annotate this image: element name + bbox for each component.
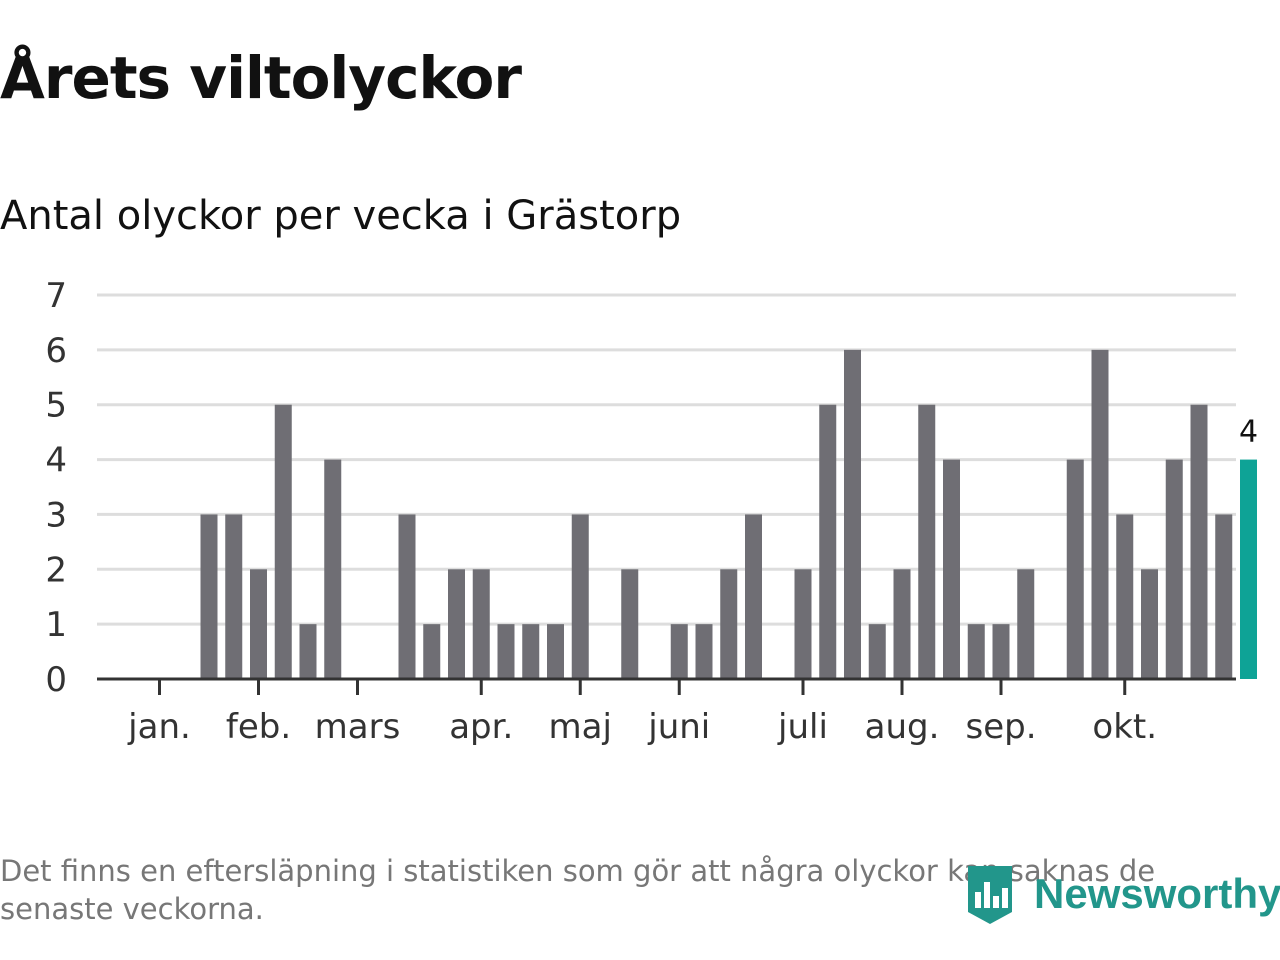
y-tick-label: 0 [45, 660, 67, 700]
bar [893, 569, 911, 679]
bar [448, 569, 465, 679]
bar [472, 569, 490, 679]
bar [1116, 514, 1134, 679]
bar [794, 569, 812, 679]
bar [299, 624, 317, 679]
x-tick-label: juli [777, 707, 828, 747]
bar [423, 624, 441, 679]
newsworthy-logo[interactable]: Newsworthy [964, 862, 1280, 926]
x-tick-label: mars [315, 707, 401, 747]
y-tick-label: 4 [45, 441, 67, 481]
x-tick-label: sep. [965, 707, 1036, 747]
x-tick-label: jan. [127, 707, 191, 747]
y-tick-label: 3 [45, 495, 67, 535]
last-value-label: 4 [1239, 415, 1258, 450]
logo-text: Newsworthy [1034, 870, 1280, 917]
bar [943, 459, 960, 679]
y-tick-label: 2 [45, 550, 67, 590]
y-tick-label: 7 [45, 276, 67, 316]
x-tick-label: juni [647, 707, 710, 747]
bar [1190, 404, 1208, 679]
y-tick-label: 6 [45, 331, 67, 371]
x-tick-label: apr. [449, 707, 513, 747]
gridlines [97, 293, 1236, 626]
bar [1017, 569, 1035, 679]
x-tick-label: aug. [865, 707, 940, 747]
bar [571, 514, 589, 679]
x-tick-label: okt. [1092, 707, 1157, 747]
x-tick-label: maj [549, 707, 612, 747]
bar [844, 349, 861, 679]
newsworthy-bar-chart-icon [968, 866, 1012, 924]
bar [670, 624, 688, 679]
data-labels: 4 [1239, 415, 1258, 450]
bar [720, 569, 738, 679]
bar [621, 569, 639, 679]
chart-subtitle: Antal olyckor per vecka i Grästorp [0, 193, 682, 239]
bar [967, 624, 985, 679]
bar-highlight [1240, 459, 1257, 679]
y-tick-label: 1 [45, 605, 67, 645]
bar [992, 624, 1010, 679]
bar [819, 404, 837, 679]
x-tick-label: feb. [226, 707, 291, 747]
bar [1141, 569, 1158, 679]
bar [918, 404, 936, 679]
bar [1165, 459, 1183, 679]
bar [1215, 514, 1233, 679]
x-axis-ticks: jan. feb. mars apr. maj juni juli aug. sep. okt. [127, 679, 1157, 747]
bar [522, 624, 540, 679]
bar [695, 624, 713, 679]
bar [547, 624, 564, 679]
bar [324, 459, 342, 679]
bar [274, 404, 292, 679]
bar [398, 514, 416, 679]
bar [225, 514, 243, 679]
bar [745, 514, 762, 679]
bar [250, 569, 267, 679]
bar [200, 514, 218, 679]
y-tick-label: 5 [45, 386, 67, 426]
bars [200, 349, 1257, 679]
bar [1091, 349, 1109, 679]
chart-title: Årets viltolyckor [0, 44, 522, 112]
footnote: Det finns en eftersläpning i statistiken… [0, 854, 1156, 926]
bar-chart: 0 1 2 3 4 5 6 7 jan. feb. mars apr. maj juni juli aug.… [45, 276, 1258, 747]
bar [868, 624, 886, 679]
bar [1066, 459, 1084, 679]
y-axis-ticks: 0 1 2 3 4 5 6 7 [45, 276, 67, 700]
bar [497, 624, 515, 679]
